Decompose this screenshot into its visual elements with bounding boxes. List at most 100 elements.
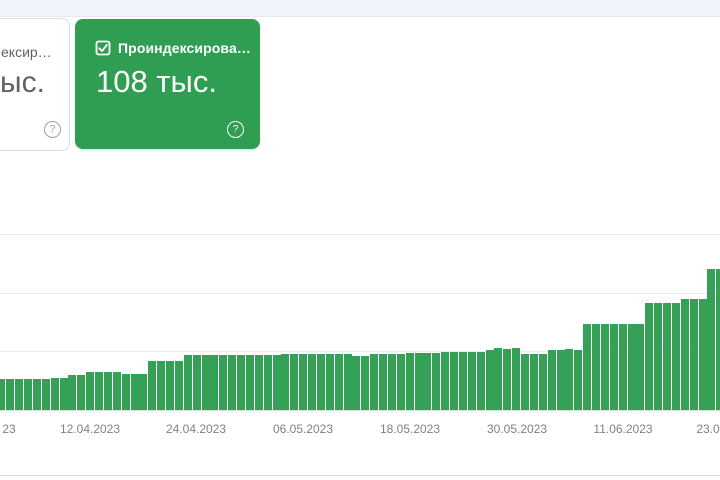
x-axis-label: 11.06.2023 [593, 422, 653, 436]
bar[interactable] [521, 353, 530, 410]
bar[interactable] [432, 353, 441, 410]
bar[interactable] [600, 324, 609, 410]
bar[interactable] [387, 354, 396, 410]
bar[interactable] [157, 360, 166, 410]
bar[interactable] [201, 354, 210, 410]
bar[interactable] [103, 372, 112, 410]
x-axis-label: 23 [2, 422, 16, 436]
bar[interactable] [352, 355, 361, 410]
not-indexed-card-label: ексир… [1, 44, 52, 60]
bar[interactable] [441, 352, 450, 410]
bar[interactable] [707, 269, 716, 410]
bar[interactable] [592, 324, 601, 410]
bar[interactable] [663, 302, 672, 410]
bar[interactable] [529, 353, 538, 410]
bar[interactable] [379, 354, 388, 410]
indexed-card-label: Проиндексирова… [118, 40, 251, 56]
indexed-pages-chart [0, 234, 720, 411]
bar[interactable] [6, 379, 15, 410]
gridline [0, 234, 720, 235]
bar[interactable] [50, 378, 59, 410]
bar[interactable] [174, 360, 183, 410]
bar[interactable] [698, 299, 707, 410]
bar[interactable] [680, 299, 689, 410]
bar[interactable] [263, 354, 272, 410]
bar[interactable] [59, 378, 68, 410]
bar[interactable] [77, 374, 86, 410]
bar[interactable] [245, 354, 254, 410]
bar[interactable] [281, 353, 290, 410]
bar[interactable] [476, 352, 485, 410]
bar[interactable] [654, 302, 663, 410]
bar[interactable] [423, 353, 432, 410]
bar[interactable] [192, 354, 201, 410]
indexed-card[interactable]: Проиндексирова… 108 тыс. ? [75, 19, 260, 149]
chart-card-bottom-border [0, 475, 720, 476]
bar[interactable] [316, 353, 325, 410]
bar[interactable] [210, 354, 219, 410]
checkbox-icon [95, 40, 111, 56]
bar[interactable] [645, 302, 654, 410]
bar[interactable] [95, 372, 104, 410]
bar[interactable] [458, 352, 467, 410]
bar[interactable] [627, 324, 636, 410]
bar[interactable] [556, 349, 565, 410]
bar[interactable] [574, 349, 583, 410]
bar[interactable] [467, 352, 476, 410]
bar[interactable] [254, 354, 263, 410]
bar[interactable] [396, 354, 405, 410]
bar[interactable] [32, 379, 41, 410]
bar[interactable] [450, 352, 459, 410]
bar[interactable] [370, 354, 379, 410]
x-axis-label: 30.05.2023 [486, 422, 548, 436]
x-axis-label: 18.05.2023 [379, 422, 441, 436]
bar[interactable] [41, 379, 50, 410]
help-icon[interactable]: ? [44, 121, 61, 138]
bar[interactable] [503, 348, 512, 410]
bar[interactable] [538, 353, 547, 410]
gridline [0, 292, 720, 294]
bar[interactable] [15, 379, 24, 410]
not-indexed-card[interactable]: ексир… ыс. ? [0, 18, 70, 151]
bar[interactable] [272, 354, 281, 410]
x-axis-label: 24.04.2023 [165, 422, 227, 436]
bar[interactable] [130, 373, 139, 410]
bar[interactable] [494, 347, 503, 410]
bar[interactable] [565, 348, 574, 410]
bar[interactable] [343, 353, 352, 410]
header-strip [0, 0, 720, 17]
bar[interactable] [121, 373, 130, 410]
bar[interactable] [636, 324, 645, 410]
bar[interactable] [405, 353, 414, 410]
bar[interactable] [24, 379, 33, 410]
bar[interactable] [334, 353, 343, 410]
bar[interactable] [68, 374, 77, 410]
bar[interactable] [361, 355, 370, 410]
bar[interactable] [689, 299, 698, 410]
bar[interactable] [547, 349, 556, 410]
bar[interactable] [618, 324, 627, 410]
bar[interactable] [414, 353, 423, 410]
bar[interactable] [485, 350, 494, 410]
bar[interactable] [112, 372, 121, 410]
bar[interactable] [325, 353, 334, 410]
bar[interactable] [609, 324, 618, 410]
bar[interactable] [228, 354, 237, 410]
bar[interactable] [219, 354, 228, 410]
bar[interactable] [308, 353, 317, 410]
bar[interactable] [166, 360, 175, 410]
bar[interactable] [671, 302, 680, 410]
bar[interactable] [148, 360, 157, 410]
bar[interactable] [716, 269, 720, 410]
help-icon[interactable]: ? [227, 121, 244, 138]
bar[interactable] [299, 353, 308, 410]
bar[interactable] [237, 354, 246, 410]
bar[interactable] [290, 353, 299, 410]
bar[interactable] [139, 373, 148, 410]
bar[interactable] [183, 354, 192, 410]
bar[interactable] [583, 324, 592, 410]
bar[interactable] [86, 372, 95, 410]
bar[interactable] [512, 347, 521, 410]
bar[interactable] [0, 379, 6, 410]
